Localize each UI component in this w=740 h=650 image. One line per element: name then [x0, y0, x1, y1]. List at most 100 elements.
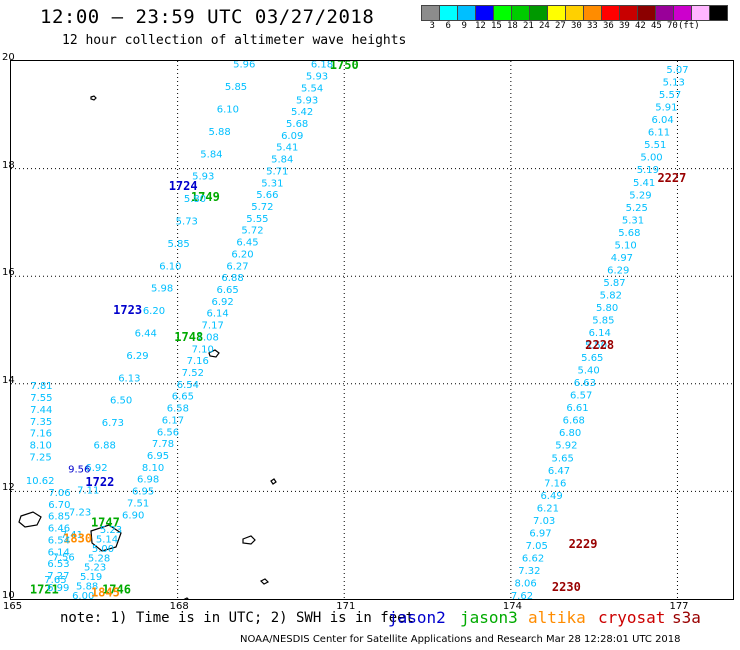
wave-height-label: 6.65: [172, 392, 194, 403]
wave-height-label: 5.42: [291, 107, 313, 118]
wave-height-label: 7.52: [182, 368, 204, 379]
wave-height-label: 7.05: [526, 541, 548, 552]
wave-height-label: 5.68: [286, 119, 308, 130]
wave-height-label: 6.14: [207, 309, 229, 320]
wave-height-label: 6.97: [529, 528, 551, 539]
wave-height-label: 5.50: [585, 341, 607, 352]
wave-height-label: 5.13: [663, 78, 685, 89]
track-time-label: 1748: [174, 330, 203, 344]
wave-height-label: 6.47: [548, 466, 570, 477]
island-outline: [242, 535, 256, 545]
wave-height-label: 8.06: [515, 578, 537, 589]
satellite-legend-jason3: jason3: [460, 608, 518, 627]
wave-height-label: 7.56: [53, 552, 75, 563]
wave-height-label: 6.61: [566, 403, 588, 414]
wave-height-label: 6.70: [48, 500, 70, 511]
wave-height-label: 5.41: [633, 178, 655, 189]
wave-height-label: 5.14: [96, 534, 118, 545]
longitude-tick-label: 168: [169, 601, 189, 612]
track-time-label: 1721: [30, 583, 59, 597]
satellite-legend-altika: altika: [528, 608, 586, 627]
wave-height-label: 5.72: [251, 202, 273, 213]
color-swatch: [439, 5, 458, 21]
color-scale-label: 42: [635, 21, 646, 31]
wave-height-label: 5.51: [644, 140, 666, 151]
wave-height-label: 7.41: [61, 530, 83, 541]
latitude-tick-label: 14: [2, 374, 15, 386]
color-swatch: [547, 5, 566, 21]
wave-height-label: 5.41: [276, 143, 298, 154]
wave-height-label: 5.65: [552, 453, 574, 464]
wave-height-label: 5.07: [666, 65, 688, 76]
wave-height-label: 6.62: [522, 553, 544, 564]
wave-height-label: 5.93: [306, 72, 328, 83]
wave-height-label: 5.88: [208, 127, 230, 138]
wave-height-label: 5.85: [225, 82, 247, 93]
wave-height-label: 7.35: [30, 417, 52, 428]
wave-height-label: 5.84: [200, 149, 222, 160]
track-time-label: 1722: [85, 475, 114, 489]
wave-height-label: 6.46: [48, 524, 70, 535]
wave-height-label: 5.91: [655, 103, 677, 114]
wave-height-label: 5.23: [84, 563, 106, 574]
wave-height-label: 8.10: [142, 463, 164, 474]
wave-height-label: 7.03: [533, 516, 555, 527]
track-time-label: 2228: [585, 338, 614, 352]
wave-height-label: 6.58: [167, 404, 189, 415]
color-scale-label: (ft): [678, 21, 700, 31]
color-swatch: [691, 5, 710, 21]
wave-height-label: 7.08: [197, 332, 219, 343]
wave-height-label: 6.50: [110, 396, 132, 407]
wave-height-label: 6.21: [537, 503, 559, 514]
latitude-tick-label: 12: [2, 482, 15, 494]
wave-height-label: 6.29: [126, 351, 148, 362]
wave-height-label: 7.62: [511, 591, 533, 599]
wave-height-label: 7.16: [187, 356, 209, 367]
wave-height-label: 5.23: [100, 525, 122, 536]
wave-height-label: 5.93: [192, 172, 214, 183]
wave-height-label: 7.65: [44, 575, 66, 586]
wave-height-label: 5.80: [596, 303, 618, 314]
wave-height-label: 5.31: [622, 215, 644, 226]
wave-height-label: 6.65: [216, 285, 238, 296]
color-scale-label: 6: [445, 21, 451, 31]
wave-height-label: 6.56: [157, 427, 179, 438]
wave-height-label: 6.95: [132, 487, 154, 498]
wave-height-label: 7.55: [30, 393, 52, 404]
wave-height-label: 6.88: [221, 273, 243, 284]
wave-height-label: 6.45: [236, 238, 258, 249]
wave-height-label: 6.10: [159, 261, 181, 272]
wave-height-label: 6.98: [137, 475, 159, 486]
longitude-tick-label: 177: [669, 601, 689, 612]
wave-height-label: 6.11: [648, 128, 670, 139]
island-outline: [208, 349, 220, 358]
track-time-label: 2230: [552, 580, 581, 594]
wave-height-label: 6.27: [226, 261, 248, 272]
color-swatch: [673, 5, 692, 21]
wave-height-label: 5.40: [577, 366, 599, 377]
latitude-tick-label: 16: [2, 267, 15, 279]
wave-height-label: 7.10: [192, 344, 214, 355]
wave-height-label: 5.19: [637, 165, 659, 176]
wave-height-label: 6.49: [540, 491, 562, 502]
wave-height-label: 6.14: [48, 547, 70, 558]
track-time-label: 1830: [63, 532, 92, 546]
wave-height-label: 6.04: [652, 115, 674, 126]
wave-height-label: 8.10: [30, 441, 52, 452]
wave-height-label: 7.81: [30, 381, 52, 392]
wave-height-label: 7.17: [202, 321, 224, 332]
wave-height-label: 6.90: [122, 510, 144, 521]
latitude-tick-label: 20: [2, 52, 15, 63]
color-scale-labels: 3 6 9 12 15 18 21 24 27 30 33 36 39 42 45 70 (ft): [422, 21, 740, 35]
map-subtitle: 12 hour collection of altimeter wave hei…: [62, 33, 407, 48]
satellite-legend-cryosat: cryosat: [598, 608, 666, 627]
color-swatch: [511, 5, 530, 21]
wave-height-label: 6.68: [563, 416, 585, 427]
satellite-legend-jason2: jason2: [388, 608, 446, 627]
wave-height-label: 6.99: [47, 583, 69, 594]
map-canvas: 6.185.935.545.935.425.686.095.415.845.71…: [11, 61, 733, 599]
track-time-label: 1747: [91, 515, 120, 529]
color-swatch: [457, 5, 476, 21]
color-scale-label: 39: [619, 21, 630, 31]
wave-height-label: 6.92: [211, 297, 233, 308]
